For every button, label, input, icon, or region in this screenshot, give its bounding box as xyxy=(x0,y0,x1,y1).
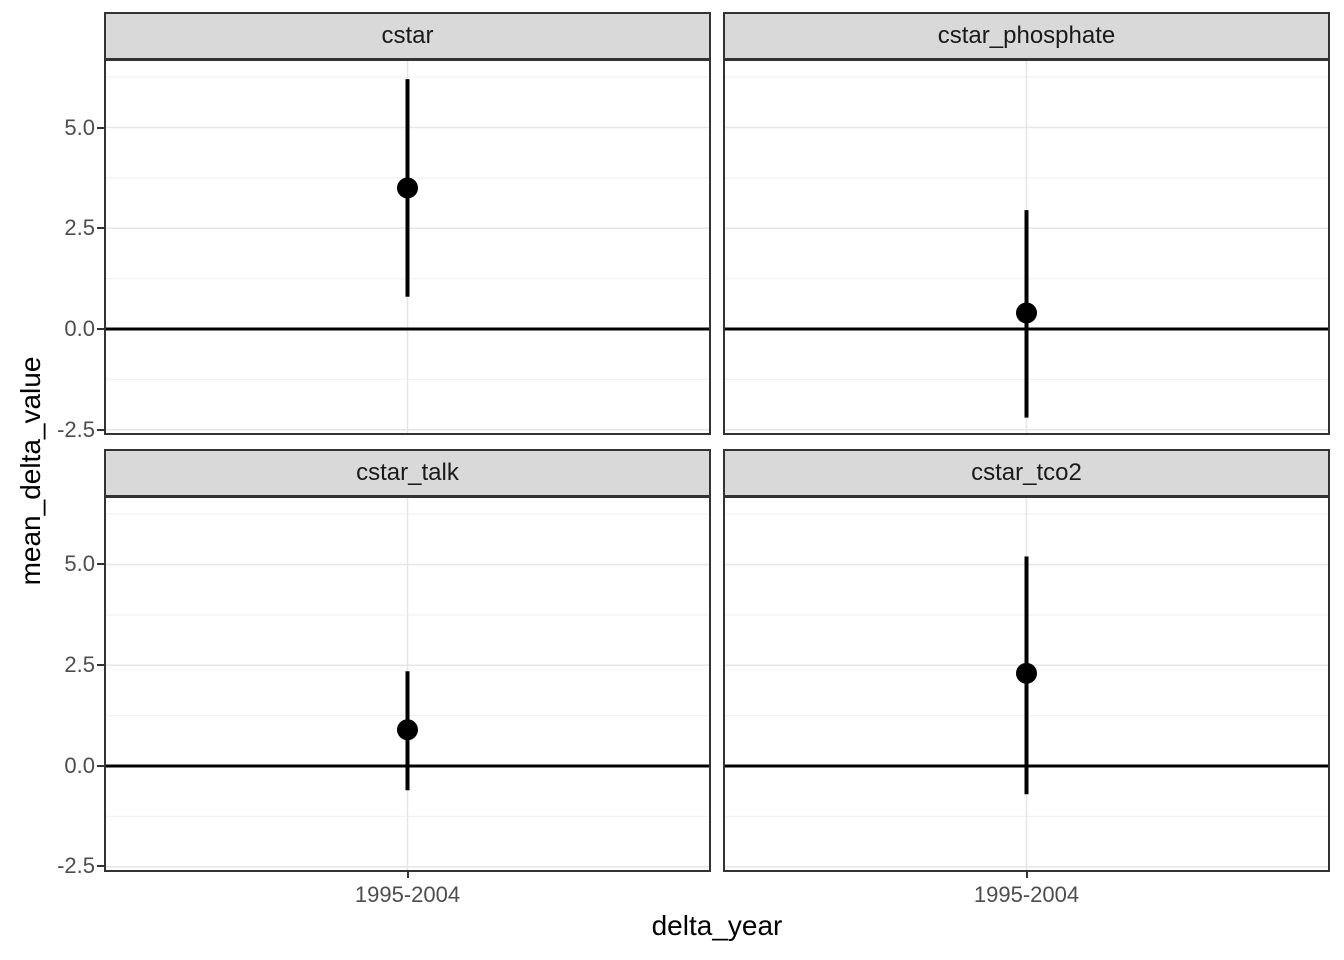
y-tick-mark xyxy=(97,764,106,767)
y-tick-mark xyxy=(97,563,106,565)
facet-strip: cstar_tco2 xyxy=(725,450,1328,498)
point-estimate xyxy=(397,177,418,199)
facet-strip: cstar xyxy=(106,14,709,61)
facet-strip-label: cstar xyxy=(381,22,434,49)
x-tick-label: 1995-2004 xyxy=(354,881,461,907)
point-estimate xyxy=(397,718,418,740)
y-tick-label: 2.5 xyxy=(64,215,95,241)
x-tick-mark xyxy=(406,869,409,878)
y-tick-label: -2.5 xyxy=(57,853,95,879)
panel-plot-area xyxy=(725,497,1328,870)
facet-panel: cstar_tco2 xyxy=(723,448,1330,872)
y-tick-mark xyxy=(97,126,106,129)
y-tick-mark xyxy=(97,865,106,868)
panel-plot-area xyxy=(106,497,709,870)
x-tick-mark xyxy=(1025,869,1028,878)
facet-strip: cstar_talk xyxy=(106,450,709,498)
facet-strip: cstar_phosphate xyxy=(725,14,1328,61)
panel-plot-area xyxy=(725,61,1328,433)
facet-panel: cstar_phosphate xyxy=(723,12,1330,435)
x-tick-label: 1995-2004 xyxy=(973,881,1080,907)
y-tick-label: 2.5 xyxy=(64,651,95,677)
facet-panel: cstar xyxy=(104,12,711,435)
point-estimate xyxy=(1016,662,1037,684)
y-tick-mark xyxy=(97,227,106,230)
y-tick-mark xyxy=(97,428,106,431)
facet-strip-label: cstar_talk xyxy=(356,458,459,486)
y-tick-mark xyxy=(97,663,106,666)
y-tick-label: 5.0 xyxy=(64,551,95,576)
panel-plot-area xyxy=(106,61,709,433)
y-tick-mark xyxy=(97,328,106,331)
facet-panel: cstar_talk xyxy=(104,448,711,872)
point-estimate xyxy=(1016,302,1037,324)
y-tick-label: 5.0 xyxy=(64,114,95,140)
y-tick-label: 0.0 xyxy=(64,316,95,342)
x-axis-title: delta_year xyxy=(651,910,783,941)
facet-strip-label: cstar_phosphate xyxy=(937,22,1116,49)
y-tick-label: -2.5 xyxy=(57,416,95,442)
y-tick-label: 0.0 xyxy=(64,752,95,778)
facet-strip-label: cstar_tco2 xyxy=(971,458,1082,486)
